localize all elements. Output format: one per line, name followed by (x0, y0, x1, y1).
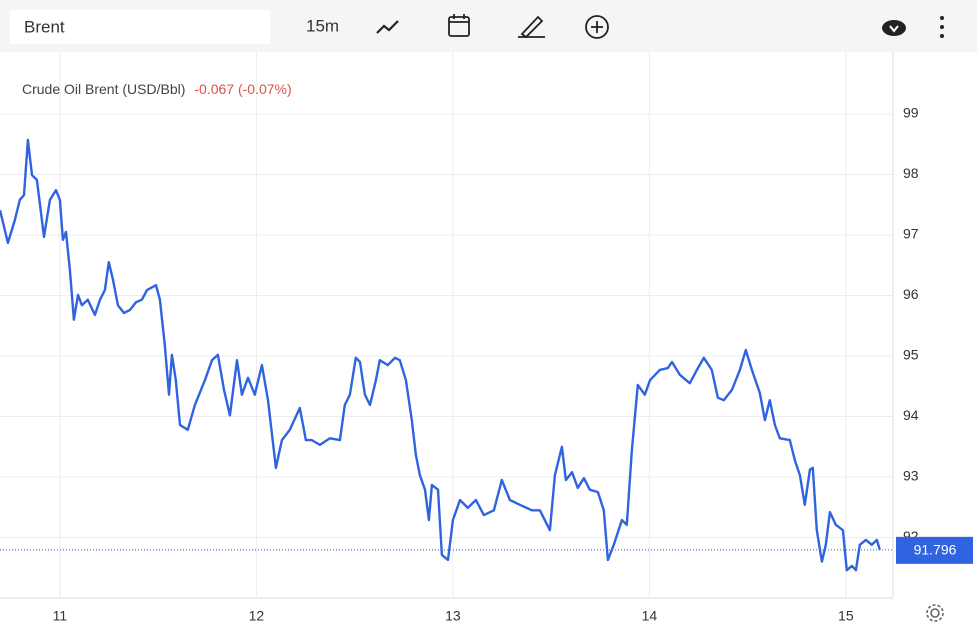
y-tick-label: 96 (903, 286, 919, 302)
last-price-label: 91.796 (914, 542, 957, 558)
draw-icon[interactable] (518, 15, 545, 39)
legend: Crude Oil Brent (USD/Bbl) -0.067 (-0.07%) (22, 81, 292, 97)
chart-type-icon[interactable] (376, 20, 399, 34)
symbol-input[interactable] (10, 10, 270, 44)
y-tick-label: 94 (903, 407, 919, 423)
add-icon[interactable] (585, 15, 609, 39)
y-tick-label: 97 (903, 226, 919, 242)
legend-change: -0.067 (-0.07%) (194, 81, 291, 97)
y-tick-label: 93 (903, 468, 919, 484)
last-price-box (896, 536, 973, 564)
x-tick-label: 15 (838, 608, 854, 624)
y-tick-label: 95 (903, 347, 919, 363)
symbol-text: Brent (24, 17, 65, 36)
calendar-icon[interactable] (448, 14, 470, 37)
settings-icon[interactable] (926, 604, 944, 622)
y-tick-label: 99 (903, 105, 919, 121)
x-tick-label: 13 (445, 608, 461, 624)
menu-icon[interactable] (940, 16, 944, 38)
x-tick-label: 12 (249, 608, 265, 624)
legend-title: Crude Oil Brent (USD/Bbl) (22, 81, 185, 97)
interval-button[interactable]: 15m (306, 16, 339, 35)
download-icon[interactable] (882, 20, 906, 36)
x-tick-label: 11 (53, 608, 68, 624)
y-tick-label: 98 (903, 165, 919, 181)
price-line (0, 138, 881, 572)
x-tick-label: 14 (642, 608, 658, 624)
